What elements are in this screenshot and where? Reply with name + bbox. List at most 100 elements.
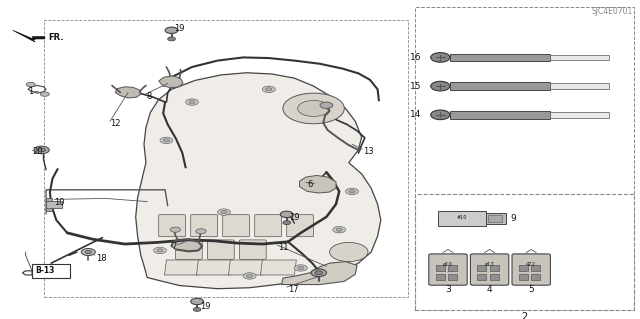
Bar: [450, 111, 550, 119]
Polygon shape: [196, 260, 232, 275]
FancyBboxPatch shape: [159, 215, 186, 237]
Text: 19: 19: [289, 213, 300, 222]
Circle shape: [154, 247, 166, 254]
Bar: [448, 265, 457, 271]
FancyBboxPatch shape: [255, 215, 282, 237]
Text: 6: 6: [307, 180, 312, 189]
Text: 12: 12: [110, 119, 120, 128]
Text: 7: 7: [172, 242, 177, 251]
Circle shape: [349, 190, 355, 193]
Bar: [519, 265, 528, 271]
Bar: [32, 264, 70, 278]
Polygon shape: [164, 260, 200, 275]
Text: 19: 19: [200, 302, 210, 311]
Text: 16: 16: [410, 53, 421, 62]
Text: 18: 18: [96, 254, 107, 263]
Bar: [436, 274, 445, 280]
Polygon shape: [22, 271, 32, 275]
Circle shape: [266, 88, 272, 91]
Circle shape: [311, 269, 326, 277]
FancyBboxPatch shape: [470, 254, 509, 285]
Text: ø17: ø17: [484, 262, 495, 267]
Text: 422: 422: [526, 262, 536, 267]
Polygon shape: [228, 260, 264, 275]
Bar: [450, 82, 550, 90]
Circle shape: [431, 53, 450, 62]
Polygon shape: [159, 76, 183, 88]
Circle shape: [81, 249, 95, 256]
Circle shape: [193, 308, 201, 311]
Circle shape: [191, 298, 204, 305]
Circle shape: [26, 82, 35, 87]
Polygon shape: [172, 239, 202, 251]
Circle shape: [163, 139, 170, 142]
FancyBboxPatch shape: [207, 240, 234, 259]
Bar: [550, 55, 609, 60]
Text: 5: 5: [529, 285, 534, 294]
Circle shape: [246, 274, 253, 278]
Bar: [550, 83, 609, 89]
Circle shape: [336, 228, 342, 231]
Circle shape: [431, 81, 450, 91]
Circle shape: [170, 227, 180, 232]
Bar: [46, 198, 52, 211]
FancyBboxPatch shape: [239, 240, 266, 259]
Circle shape: [196, 229, 206, 234]
Circle shape: [38, 148, 45, 152]
Circle shape: [157, 249, 163, 252]
Text: FR.: FR.: [48, 33, 63, 42]
Polygon shape: [282, 262, 357, 285]
Polygon shape: [115, 87, 141, 98]
Circle shape: [280, 211, 293, 218]
Text: #10: #10: [457, 215, 467, 220]
Text: 1: 1: [28, 87, 33, 96]
Circle shape: [165, 27, 178, 33]
Circle shape: [431, 110, 450, 120]
Circle shape: [85, 250, 92, 254]
Bar: [46, 201, 62, 208]
Text: 3: 3: [445, 285, 451, 294]
Bar: [44, 20, 408, 297]
Bar: [490, 265, 499, 271]
Circle shape: [298, 100, 330, 116]
Text: 11: 11: [278, 243, 289, 252]
Circle shape: [330, 242, 368, 262]
Polygon shape: [13, 30, 45, 42]
Bar: [531, 274, 540, 280]
Circle shape: [333, 226, 346, 233]
Circle shape: [315, 271, 323, 275]
Circle shape: [294, 265, 307, 271]
FancyBboxPatch shape: [223, 215, 250, 237]
Text: 9: 9: [511, 214, 516, 223]
FancyBboxPatch shape: [512, 254, 550, 285]
Circle shape: [189, 100, 195, 104]
Bar: [519, 274, 528, 280]
Bar: [550, 112, 609, 118]
Bar: [477, 265, 486, 271]
Bar: [436, 265, 445, 271]
Circle shape: [40, 92, 49, 96]
Circle shape: [243, 273, 256, 279]
Circle shape: [262, 86, 275, 93]
Polygon shape: [300, 175, 336, 193]
Bar: [490, 274, 499, 280]
Bar: [488, 215, 502, 222]
Polygon shape: [260, 260, 296, 275]
Text: 17: 17: [288, 285, 299, 294]
Circle shape: [346, 188, 358, 195]
Circle shape: [320, 102, 333, 108]
Text: 4: 4: [487, 285, 492, 294]
Circle shape: [34, 146, 49, 154]
Text: 10: 10: [54, 198, 65, 207]
Bar: [448, 274, 457, 280]
Text: SJC4E0701: SJC4E0701: [591, 7, 632, 16]
Circle shape: [298, 266, 304, 270]
Bar: [531, 265, 540, 271]
Text: 19: 19: [174, 24, 184, 33]
Text: 15: 15: [410, 82, 421, 91]
Text: 13: 13: [364, 147, 374, 156]
Text: B-13: B-13: [35, 266, 54, 275]
Bar: [415, 7, 634, 310]
Text: 2: 2: [521, 312, 527, 319]
Text: 8: 8: [146, 92, 151, 101]
